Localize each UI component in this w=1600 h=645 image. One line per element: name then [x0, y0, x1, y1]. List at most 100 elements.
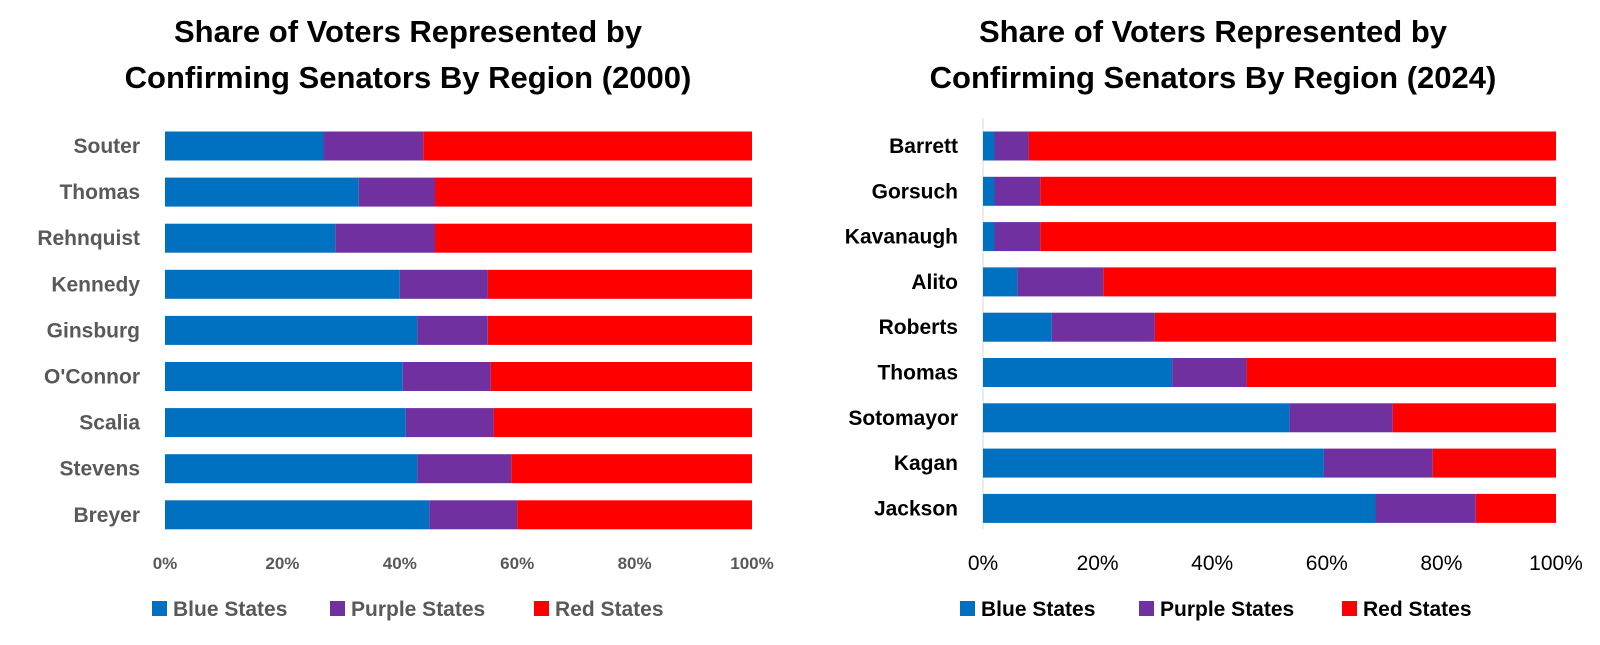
bar-purple-states — [402, 362, 491, 391]
legend: Blue States Purple States Red States — [960, 598, 1472, 621]
bar-red-states — [1392, 403, 1556, 433]
bar-purple-states — [1051, 312, 1155, 342]
x-tick-label: 60% — [500, 554, 534, 573]
category-label: Sotomayor — [848, 407, 958, 430]
legend-swatch — [534, 601, 549, 616]
legend-swatch — [1342, 601, 1357, 616]
bar-red-states — [435, 177, 752, 207]
bar-purple-states — [323, 131, 424, 161]
bar-blue-states — [983, 358, 1173, 387]
legend-label: Red States — [1363, 598, 1472, 621]
category-label: O'Connor — [44, 366, 140, 389]
bar-purple-states — [994, 131, 1029, 161]
bar-blue-states — [165, 177, 359, 207]
x-tick-label: 20% — [1077, 552, 1119, 575]
bar-blue-states — [165, 315, 418, 345]
chart-title-line-2: Confirming Senators By Region (2000) — [125, 60, 692, 95]
bar-red-states — [1154, 312, 1556, 342]
bar-red-states — [493, 408, 752, 438]
chart-title-line-1: Share of Voters Represented by — [174, 14, 643, 49]
legend-label: Red States — [555, 598, 664, 621]
category-label: Alito — [911, 271, 958, 294]
category-label: Thomas — [59, 181, 140, 204]
bar-purple-states — [399, 269, 488, 299]
bar-red-states — [1103, 267, 1556, 297]
bar-purple-states — [1017, 267, 1104, 297]
x-axis-ticks: 0% 20% 40% 60% 80% 100% — [968, 552, 1583, 575]
x-tick-label: 80% — [618, 554, 652, 573]
bars — [983, 131, 1556, 523]
chart-right: Share of Voters Represented by Confirmin… — [845, 14, 1583, 621]
category-labels: Barrett Gorsuch Kavanaugh Alito Roberts Thoma… — [845, 135, 958, 520]
x-tick-label: 20% — [265, 554, 299, 573]
bar-purple-states — [1172, 358, 1247, 387]
category-label: Kennedy — [51, 273, 140, 296]
bar-purple-states — [405, 408, 494, 438]
category-label: Scalia — [79, 412, 140, 435]
bar-purple-states — [994, 176, 1041, 206]
category-label: Jackson — [874, 497, 958, 520]
bar-purple-states — [1375, 493, 1476, 523]
bar-purple-states — [417, 315, 488, 345]
bar-red-states — [487, 315, 752, 345]
bar-red-states — [435, 223, 752, 253]
bar-blue-states — [165, 454, 418, 484]
bar-blue-states — [165, 223, 336, 253]
bar-blue-states — [983, 267, 1018, 297]
bar-purple-states — [1289, 403, 1393, 433]
bar-purple-states — [417, 454, 512, 484]
bar-purple-states — [358, 177, 435, 207]
category-label: Barrett — [889, 135, 958, 158]
bar-red-states — [423, 131, 752, 161]
bar-red-states — [511, 454, 752, 484]
chart-left: Share of Voters Represented by Confirmin… — [37, 14, 773, 621]
x-tick-label: 40% — [383, 554, 417, 573]
bar-purple-states — [429, 500, 518, 530]
bar-red-states — [487, 269, 752, 299]
legend-label: Blue States — [981, 598, 1095, 621]
bar-blue-states — [165, 408, 406, 438]
bar-blue-states — [165, 131, 324, 161]
bar-red-states — [490, 362, 752, 391]
category-label: Kavanaugh — [845, 226, 958, 249]
bar-blue-states — [165, 362, 403, 391]
bar-red-states — [1028, 131, 1556, 161]
bar-red-states — [517, 500, 752, 530]
category-label: Rehnquist — [37, 227, 140, 250]
bar-purple-states — [994, 222, 1041, 252]
legend-label: Purple States — [1160, 598, 1294, 621]
legend-swatch — [152, 601, 167, 616]
category-label: Breyer — [73, 504, 140, 527]
bar-purple-states — [1323, 448, 1433, 478]
x-tick-label: 0% — [153, 554, 178, 573]
bar-red-states — [1475, 493, 1556, 523]
category-label: Roberts — [879, 316, 958, 339]
bar-red-states — [1432, 448, 1556, 478]
legend-swatch — [1139, 601, 1154, 616]
x-tick-label: 100% — [1529, 552, 1583, 575]
bar-blue-states — [983, 222, 995, 252]
bar-blue-states — [983, 312, 1052, 342]
bar-blue-states — [165, 500, 430, 530]
bar-blue-states — [983, 448, 1324, 478]
x-tick-label: 0% — [968, 552, 998, 575]
category-label: Gorsuch — [872, 180, 958, 203]
category-label: Souter — [73, 135, 140, 158]
legend-label: Purple States — [351, 598, 485, 621]
bars — [165, 131, 752, 530]
legend-label: Blue States — [173, 598, 287, 621]
bar-red-states — [1246, 358, 1556, 387]
x-tick-label: 40% — [1191, 552, 1233, 575]
x-tick-label: 80% — [1420, 552, 1462, 575]
x-tick-label: 60% — [1306, 552, 1348, 575]
category-labels: Souter Thomas Rehnquist Kennedy Ginsburg O'Co… — [37, 135, 140, 527]
bar-blue-states — [983, 403, 1290, 433]
bar-purple-states — [335, 223, 435, 253]
chart-title-line-1: Share of Voters Represented by — [979, 14, 1448, 49]
bar-red-states — [1040, 176, 1556, 206]
chart-title-line-2: Confirming Senators By Region (2024) — [930, 60, 1497, 95]
legend-swatch — [330, 601, 345, 616]
legend-swatch — [960, 601, 975, 616]
bar-blue-states — [165, 269, 400, 299]
